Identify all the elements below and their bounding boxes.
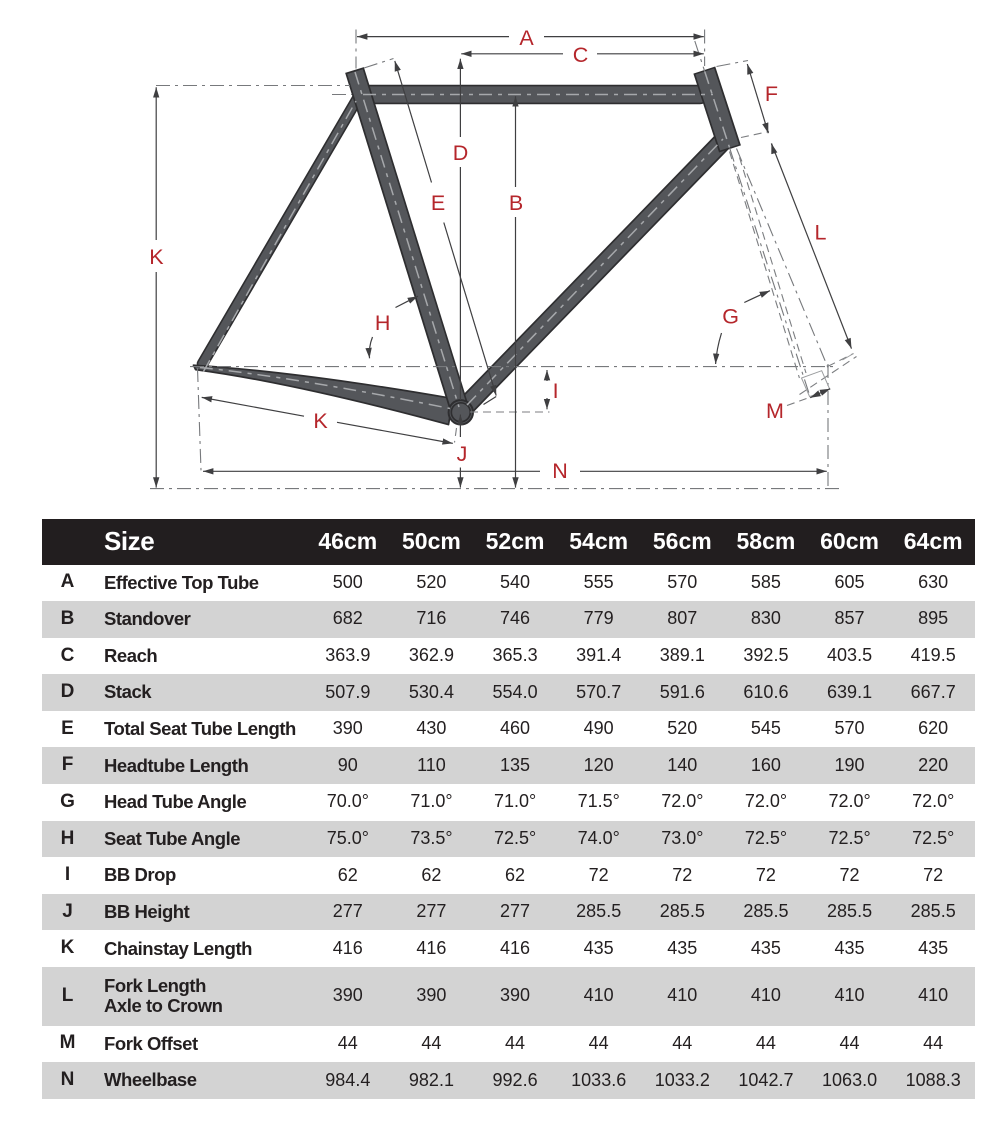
svg-text:J: J bbox=[457, 442, 468, 466]
svg-text:K: K bbox=[149, 245, 164, 269]
svg-text:H: H bbox=[375, 311, 391, 335]
svg-text:I: I bbox=[553, 379, 559, 403]
svg-text:E: E bbox=[431, 191, 445, 215]
svg-text:B: B bbox=[509, 191, 523, 215]
svg-text:D: D bbox=[453, 141, 469, 165]
svg-text:A: A bbox=[519, 26, 534, 50]
svg-text:K: K bbox=[313, 409, 328, 433]
svg-text:G: G bbox=[722, 305, 739, 329]
svg-text:L: L bbox=[815, 221, 827, 245]
svg-text:F: F bbox=[765, 82, 778, 106]
svg-text:M: M bbox=[766, 399, 784, 423]
svg-text:N: N bbox=[552, 459, 568, 483]
svg-text:C: C bbox=[573, 43, 589, 67]
